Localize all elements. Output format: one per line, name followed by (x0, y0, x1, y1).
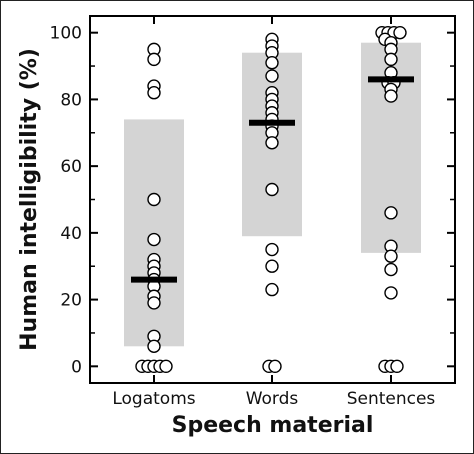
y-tick-label: 60 (60, 157, 82, 177)
data-point-sentences (384, 52, 398, 67)
data-point-words (265, 136, 279, 150)
data-point-logatoms (147, 192, 161, 207)
data-point-words (265, 242, 279, 257)
data-point-words (265, 56, 279, 70)
x-category-label: Words (246, 389, 299, 409)
y-tick-label: 40 (60, 224, 82, 244)
data-point-sentences (384, 286, 398, 300)
data-point-logatoms (147, 339, 161, 353)
y-tick-label: 100 (50, 24, 82, 44)
plot-area (124, 25, 421, 374)
y-tick-label: 0 (71, 357, 82, 377)
x-category-label: Sentences (347, 389, 436, 409)
data-point-sentences (390, 359, 404, 374)
data-point-words (268, 359, 282, 374)
data-point-sentences (384, 262, 398, 277)
y-tick-label: 80 (60, 90, 82, 110)
x-category-label: Logatoms (112, 389, 195, 409)
data-point-sentences (384, 89, 398, 103)
data-point-sentences (393, 25, 407, 40)
x-axis-title: Speech material (172, 413, 374, 438)
y-axis-title: Human intelligibility (%) (17, 48, 42, 351)
y-tick-label: 20 (60, 291, 82, 311)
data-point-sentences (384, 206, 398, 220)
data-point-logatoms (147, 232, 161, 247)
data-point-logatoms (147, 296, 161, 310)
data-point-logatoms (159, 359, 173, 374)
axes: 0 20 40 60 80 100 Logatoms Words Sentences (50, 16, 455, 409)
data-point-logatoms (147, 52, 161, 67)
data-point-words (265, 69, 279, 83)
data-point-logatoms (147, 86, 161, 100)
data-point-sentences (384, 249, 398, 263)
data-point-words (265, 282, 279, 297)
data-point-words (265, 259, 279, 273)
data-point-words (265, 182, 279, 197)
